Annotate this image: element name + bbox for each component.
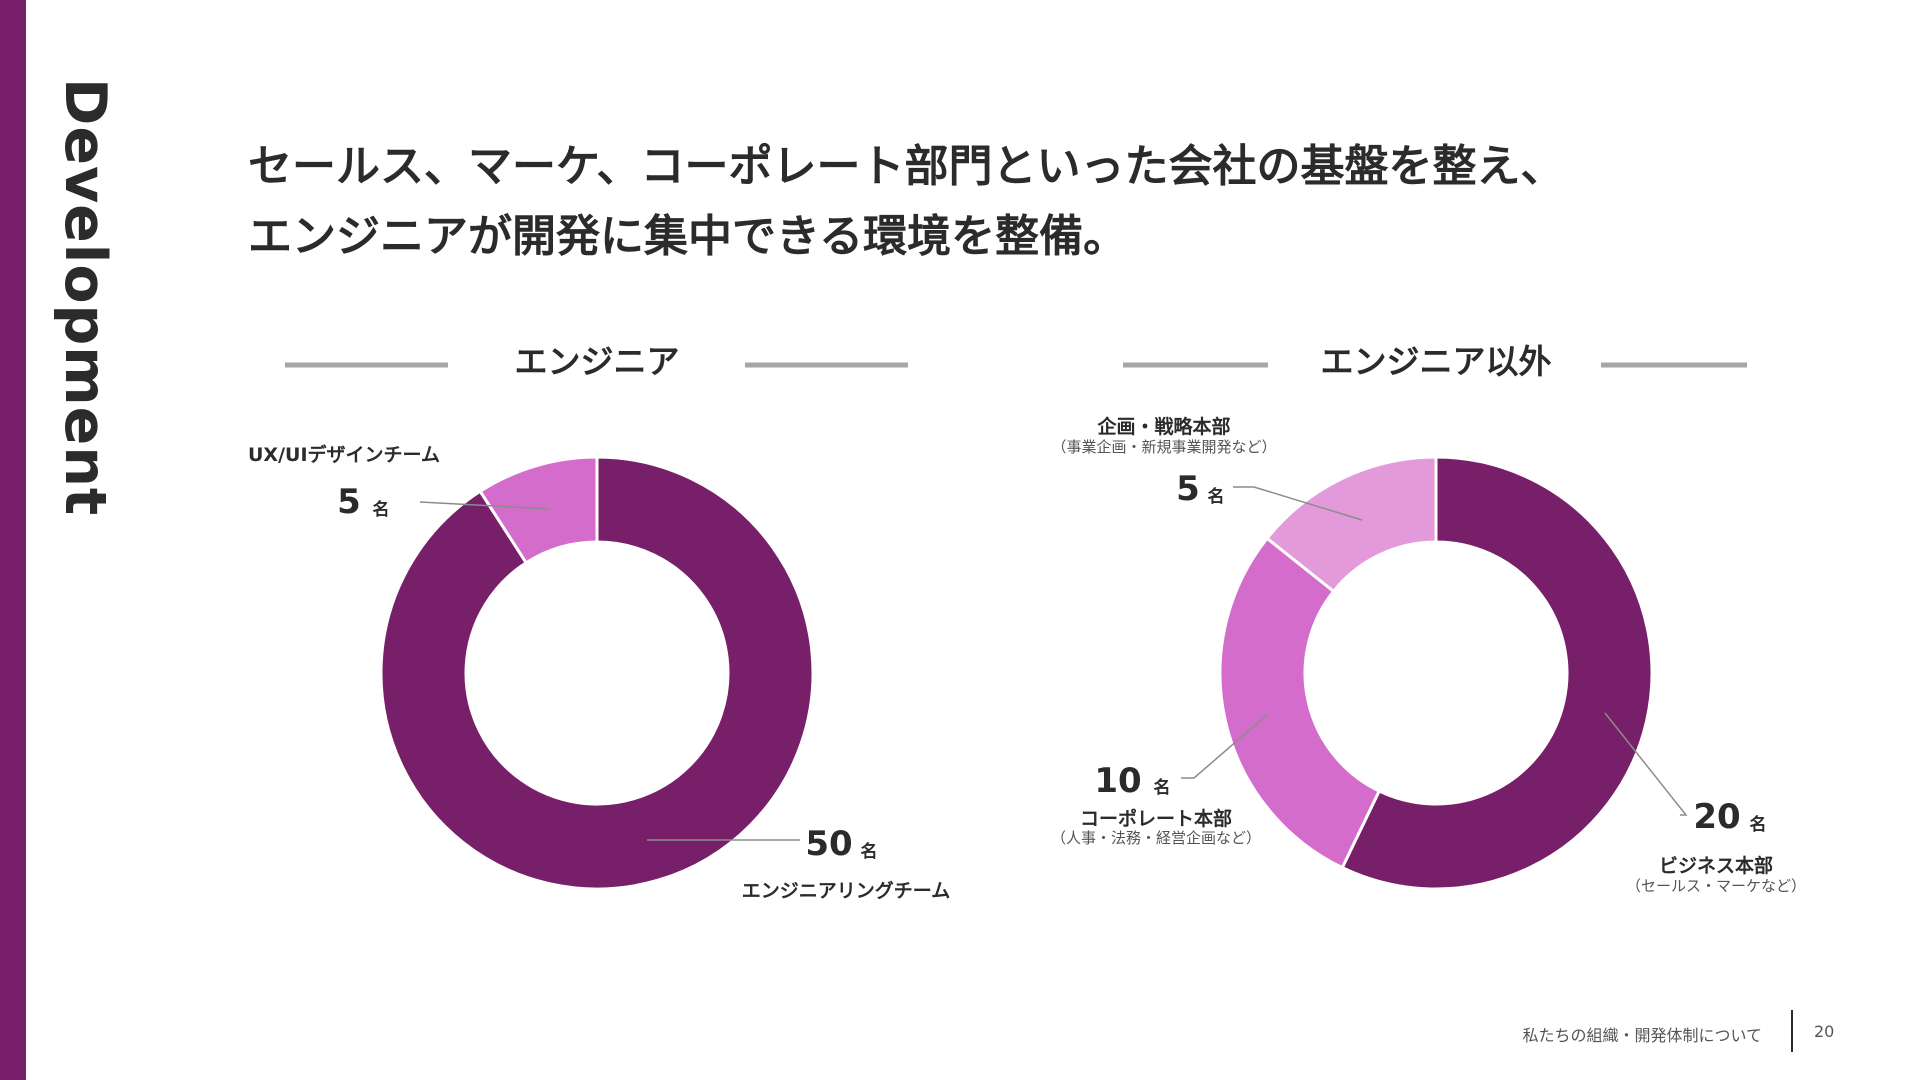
leader-line-business	[1604, 712, 1688, 816]
page-number: 20	[1814, 1022, 1835, 1041]
value-planning: 5	[1176, 469, 1200, 509]
right-donut-slice-2	[1265, 455, 1438, 594]
label-planning: 企画・戦略本部	[1096, 415, 1230, 438]
headline-line-1: セールス、マーケ、コーポレート部門といった会社の基盤を整え、	[248, 141, 1565, 192]
leader-line-planning	[1233, 486, 1363, 521]
value-corporate: 10	[1094, 761, 1141, 801]
right-donut	[1218, 455, 1654, 891]
left-donut-slice-0	[379, 455, 815, 891]
left-donut	[379, 455, 815, 891]
right-donut-slice-0	[1340, 455, 1654, 891]
left-chart-title: エンジニア	[515, 342, 680, 381]
left-donut-slice-1	[478, 455, 599, 565]
footer-divider	[1791, 1010, 1793, 1052]
side-accent-bar	[0, 0, 26, 1080]
value-engineering: 50	[805, 824, 852, 864]
headline-line-2: エンジニアが開発に集中できる環境を整備。	[248, 211, 1128, 262]
sublabel-planning: （事業企画・新規事業開発など）	[1051, 438, 1276, 456]
unit-corporate: 名	[1154, 777, 1171, 798]
right-chart-title: エンジニア以外	[1321, 342, 1552, 381]
sublabel-corporate: （人事・法務・経営企画など）	[1051, 829, 1261, 847]
leader-line-ux	[419, 501, 551, 510]
right-donut-slice-1	[1218, 536, 1382, 870]
unit-engineering: 名	[861, 841, 878, 862]
label-business: ビジネス本部	[1659, 854, 1773, 877]
unit-ux-design: 名	[373, 499, 390, 520]
sublabel-business: （セールス・マーケなど）	[1626, 877, 1806, 895]
label-engineering: エンジニアリングチーム	[742, 879, 950, 902]
unit-business: 名	[1750, 814, 1767, 835]
value-business: 20	[1693, 797, 1740, 837]
label-ux-design: UX/UIデザインチーム	[248, 443, 440, 466]
headline: セールス、マーケ、コーポレート部門といった会社の基盤を整え、 エンジニアが開発に…	[248, 132, 1564, 272]
leader-line-corporate	[1181, 713, 1269, 779]
unit-planning: 名	[1208, 486, 1225, 507]
label-corporate: コーポレート本部	[1080, 807, 1232, 830]
value-ux-design: 5	[337, 482, 361, 522]
footer-title: 私たちの組織・開発体制について	[1522, 1026, 1762, 1045]
